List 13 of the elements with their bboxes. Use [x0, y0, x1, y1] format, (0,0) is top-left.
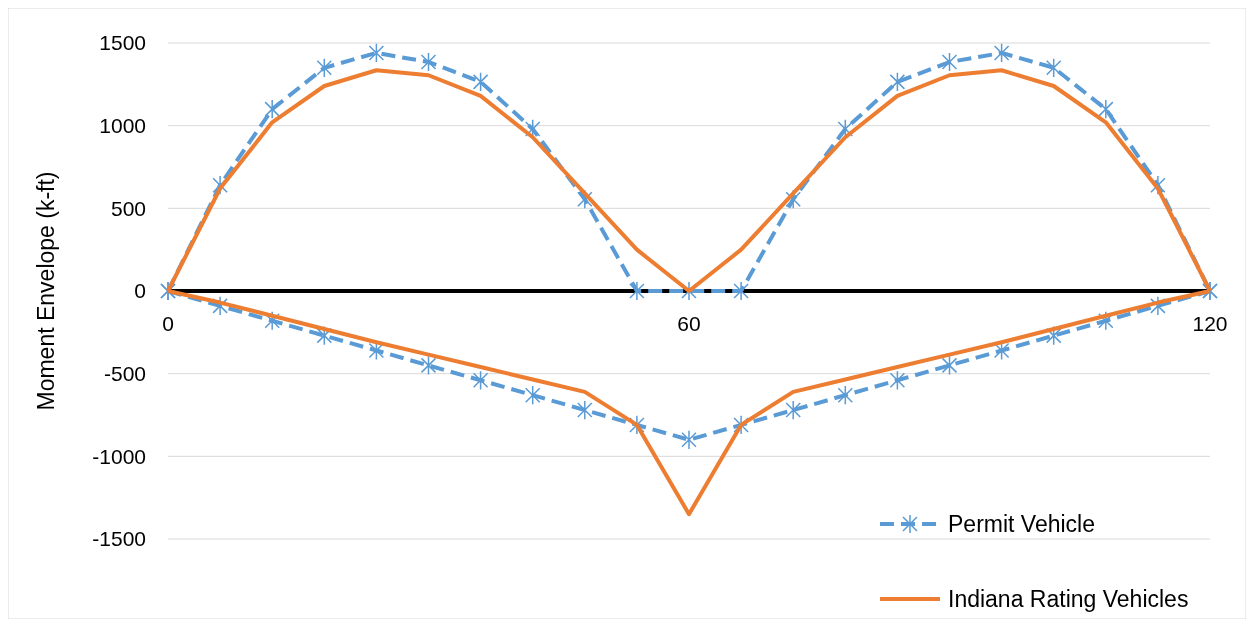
y-axis-title: Moment Envelope (k-ft)	[33, 171, 59, 411]
y-tick-label: -1000	[92, 444, 146, 468]
y-tick-label: -1500	[92, 527, 146, 551]
y-tick-label: 1000	[99, 114, 146, 138]
y-tick-label: 0	[134, 279, 146, 303]
y-tick-label: 1500	[99, 31, 146, 55]
legend-label: Indiana Rating Vehicles	[948, 586, 1189, 613]
x-tick-label: 60	[677, 312, 701, 335]
x-tick-label: 0	[162, 312, 174, 335]
x-tick-label: 120	[1192, 312, 1228, 335]
legend-label: Permit Vehicle	[948, 511, 1096, 538]
y-tick-label: -500	[103, 362, 146, 386]
y-tick-label: 500	[110, 196, 146, 220]
